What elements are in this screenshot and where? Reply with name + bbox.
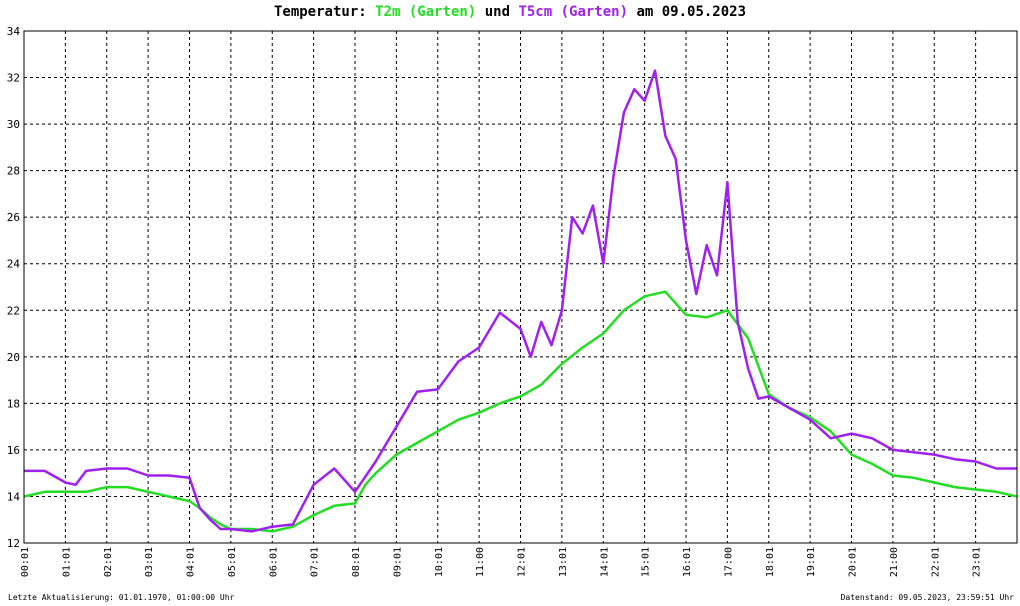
title-suffix: am 09.05.2023 xyxy=(628,4,747,20)
x-tick-label: 05:01 xyxy=(227,547,238,577)
x-tick-label: 02:01 xyxy=(103,547,114,577)
x-tick-label: 14:01 xyxy=(599,547,610,577)
title-series-t2m: T2m (Garten) xyxy=(375,4,477,20)
title-prefix: Temperatur: xyxy=(273,4,376,20)
y-tick-label: 22 xyxy=(7,304,20,317)
x-tick-label: 15:01 xyxy=(641,547,652,577)
x-tick-label: 17:00 xyxy=(723,547,734,577)
plot-frame xyxy=(23,30,1018,544)
x-tick-label: 12:01 xyxy=(517,547,528,577)
grid xyxy=(24,31,1017,543)
x-tick-label: 19:01 xyxy=(806,547,817,577)
y-tick-label: 30 xyxy=(7,118,20,131)
x-tick-label: 21:00 xyxy=(889,547,900,577)
y-tick-label: 14 xyxy=(7,490,21,503)
series-line xyxy=(24,69,1017,533)
y-tick-label: 16 xyxy=(7,444,20,457)
x-tick-label: 20:01 xyxy=(848,547,859,577)
data-timestamp-text: Datenstand: 09.05.2023, 23:59:51 Uhr xyxy=(840,593,1014,602)
x-tick-label: 23:01 xyxy=(972,547,983,577)
x-tick-label: 04:01 xyxy=(186,547,197,577)
series-line xyxy=(23,290,1018,533)
x-tick-label: 18:01 xyxy=(765,547,776,577)
x-tick-label: 13:01 xyxy=(558,547,569,577)
x-tick-label: 09:01 xyxy=(392,547,403,577)
y-tick-label: 32 xyxy=(7,72,20,85)
x-tick-label: 07:01 xyxy=(310,547,321,577)
y-tick-label: 20 xyxy=(7,351,20,364)
x-tick-label: 03:01 xyxy=(144,547,155,577)
title-middle: und xyxy=(476,4,519,20)
y-tick-label: 26 xyxy=(7,211,20,224)
y-tick-label: 24 xyxy=(7,258,21,271)
title-series-t5cm: T5cm (Garten) xyxy=(518,4,629,20)
y-tick-label: 18 xyxy=(7,397,20,410)
x-tick-label: 00:01 xyxy=(20,547,31,577)
y-tick-label: 34 xyxy=(7,25,21,38)
chart-title: Temperatur: T2m (Garten) und T5cm (Garte… xyxy=(0,4,1020,20)
y-tick-label: 28 xyxy=(7,165,20,178)
x-tick-label: 10:01 xyxy=(434,547,445,577)
x-tick-label: 06:01 xyxy=(268,547,279,577)
y-axis-labels: 12 14 16 18 20 22 24 26 28 30 32 34 xyxy=(7,25,21,550)
x-tick-label: 08:01 xyxy=(351,547,362,577)
series-lines xyxy=(23,69,1018,533)
x-axis-labels: 00:01 01:01 02:01 03:01 04:01 05:01 06:01 07:01… xyxy=(20,547,983,577)
x-tick-label: 11:00 xyxy=(475,547,486,577)
x-tick-label: 22:01 xyxy=(930,547,941,577)
x-tick-label: 01:01 xyxy=(61,547,72,577)
last-update-text: Letzte Aktualisierung: 01.01.1970, 01:00… xyxy=(8,593,235,602)
x-tick-label: 16:01 xyxy=(682,547,693,577)
y-tick-label: 12 xyxy=(7,537,20,550)
